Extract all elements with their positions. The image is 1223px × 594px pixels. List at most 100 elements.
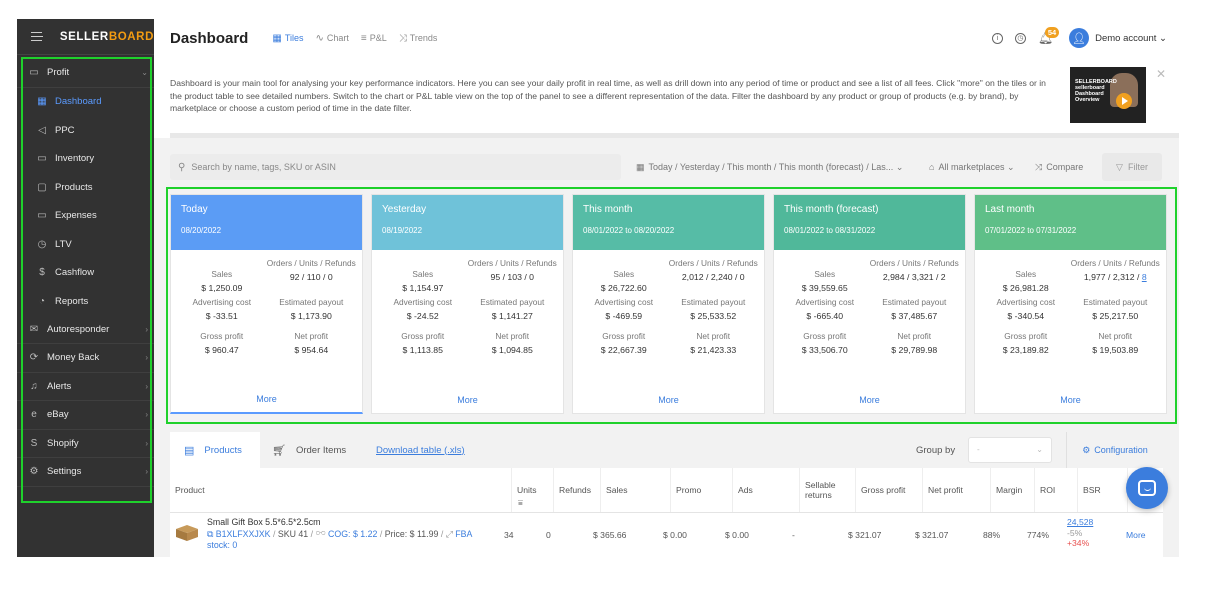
search-input[interactable]: ⚲ Search by name, tags, SKU or ASIN <box>170 154 621 180</box>
info-icon[interactable]: i <box>991 32 1003 44</box>
tab-pl[interactable]: ≡ P&L <box>361 33 387 44</box>
column-header-roi[interactable]: ROI <box>1035 468 1078 512</box>
filter-button[interactable]: ▽ Filter <box>1102 153 1162 181</box>
metric-gross: Gross profit $ 33,506.70 <box>780 331 870 355</box>
metric-label: Gross profit <box>401 331 445 341</box>
tile-more-link[interactable]: More <box>859 395 880 405</box>
marketplace-select[interactable]: ⌂ All marketplaces ⌄ <box>929 161 1015 173</box>
sales-value: $ 26,722.60 <box>600 283 647 293</box>
column-header-product[interactable]: Product <box>170 468 512 512</box>
clock-icon[interactable]: ◷ <box>1014 32 1026 44</box>
sidebar-item-settings[interactable]: ⚙ Settings › <box>17 458 154 487</box>
column-header-sellable-returns[interactable]: Sellable returns <box>800 468 856 512</box>
sidebar-item-expenses[interactable]: ▭ Expenses <box>17 202 154 231</box>
fba-link[interactable]: FBA <box>455 528 473 539</box>
bsr-link[interactable]: 24,528 <box>1067 517 1094 527</box>
play-icon[interactable] <box>1116 93 1132 109</box>
column-label: Refunds <box>559 485 592 495</box>
sidebar-item-ebay[interactable]: e eBay › <box>17 401 154 430</box>
column-header-units[interactable]: Units ⩸ <box>512 468 554 512</box>
column-header-margin[interactable]: Margin <box>991 468 1035 512</box>
metric-gross: Gross profit $ 960.47 <box>177 331 267 355</box>
metric-payout: Estimated payout $ 1,141.27 <box>468 297 558 321</box>
metric-payout: Estimated payout $ 37,485.67 <box>870 297 960 321</box>
tile-period: Today <box>181 204 208 215</box>
video-thumbnail[interactable]: SELLERBOARD sellerboard Dashboard Overview <box>1070 67 1146 123</box>
sidebar-item-products[interactable]: ▢ Products <box>17 173 154 202</box>
top-header: Dashboard ▦ Tiles ∿ Chart ≡ P&L ⤨ Trends i ◷ 🔔︎… <box>154 19 1179 57</box>
sidebar-item-autoresponder[interactable]: ✉ Autoresponder › <box>17 316 154 344</box>
sales-value: $ 39,559.65 <box>801 283 848 293</box>
group-by-select[interactable]: - ⌄ <box>968 437 1052 463</box>
column-header-promo[interactable]: Promo <box>671 468 733 512</box>
hamburger-icon[interactable] <box>31 32 43 41</box>
tab-trends[interactable]: ⤨ Trends <box>399 33 438 44</box>
product-thumbnail[interactable] <box>174 522 200 542</box>
tile-this-month-forecast[interactable]: This month (forecast) 08/01/2022 to 08/31… <box>773 194 966 414</box>
tile-more-link[interactable]: More <box>658 395 679 405</box>
tile-this-month[interactable]: This month 08/01/2022 to 08/20/2022 Sales $… <box>572 194 765 414</box>
clock-icon: ◷ <box>37 238 47 250</box>
tab-chart[interactable]: ∿ Chart <box>315 33 348 44</box>
row-more-link[interactable]: More <box>1126 530 1146 540</box>
cog-link[interactable]: COG: $ 1.22 <box>328 528 378 539</box>
gross-value: $ 960.47 <box>204 345 239 355</box>
date-range-select[interactable]: ▦ Today / Yesterday / This month / This m… <box>636 161 904 173</box>
tile-more-link[interactable]: More <box>457 395 478 405</box>
sidebar-item-profit[interactable]: ▭ Profit ⌄ <box>17 59 154 88</box>
payout-value: $ 1,141.27 <box>491 311 533 321</box>
copy-icon[interactable]: ⧉ <box>207 528 214 539</box>
column-header-gross-profit[interactable]: Gross profit <box>856 468 923 512</box>
tab-tiles[interactable]: ▦ Tiles <box>272 33 303 44</box>
metric-payout: Estimated payout $ 25,217.50 <box>1071 297 1161 321</box>
sidebar-item-shopify[interactable]: S Shopify › <box>17 430 154 458</box>
chat-support-button[interactable] <box>1126 467 1168 509</box>
sidebar-item-cashflow[interactable]: $ Cashflow <box>17 259 154 288</box>
net-value: $ 21,423.33 <box>690 345 737 355</box>
user-avatar-icon[interactable]: 👤︎ <box>1069 28 1090 48</box>
notification-bell-icon[interactable]: 🔔︎ 54 <box>1038 27 1060 45</box>
tile-more-link[interactable]: More <box>256 394 277 404</box>
product-name[interactable]: Small Gift Box 5.5*6.5*2.5cm <box>207 517 321 527</box>
refunds-link[interactable]: 8 <box>1141 272 1147 282</box>
chevron-right-icon: › <box>145 438 148 448</box>
sidebar-item-inventory[interactable]: ▭ Inventory <box>17 145 154 174</box>
column-label: Promo <box>676 485 702 495</box>
sidebar-item-label: Cashflow <box>55 267 95 279</box>
sidebar-item-money-back[interactable]: ⟳ Money Back › <box>17 344 154 373</box>
column-header-ads[interactable]: Ads <box>733 468 800 512</box>
sales-value: $ 26,981.28 <box>1002 283 1049 293</box>
column-header-bsr[interactable]: BSR <box>1078 468 1128 512</box>
sidebar-item-label: Alerts <box>47 380 72 392</box>
sidebar-item-ltv[interactable]: ◷ LTV <box>17 230 154 259</box>
tile-last-month[interactable]: Last month 07/01/2022 to 07/31/2022 Sales $… <box>974 194 1167 414</box>
tile-today[interactable]: Today 08/20/2022 Sales $ 1,250.09 Orders / U… <box>170 194 363 414</box>
compare-button[interactable]: ⤨ Compare <box>1035 161 1084 173</box>
configuration-button[interactable]: ⚙ Configuration <box>1066 432 1163 468</box>
column-header-sales[interactable]: Sales <box>601 468 671 512</box>
download-table-link[interactable]: Download table (.xls) <box>376 444 465 456</box>
tile-more-link[interactable]: More <box>1060 395 1081 405</box>
tile-metrics: Sales $ 39,559.65 Orders / Units / Refunds… <box>774 250 965 355</box>
metric-advertising: Advertising cost $ -33.51 <box>177 297 267 321</box>
sidebar-item-label: Settings <box>47 466 82 478</box>
sidebar-item-alerts[interactable]: ♫ Alerts › <box>17 373 154 401</box>
tab-order-items[interactable]: 🛒︎ Order Items <box>272 444 347 457</box>
close-icon[interactable]: ✕ <box>1156 67 1167 81</box>
column-header-refunds[interactable]: Refunds <box>554 468 601 512</box>
metric-label: Sales <box>211 269 233 279</box>
column-header-net-profit[interactable]: Net profit <box>923 468 991 512</box>
column-label: Sales <box>606 485 628 495</box>
sidebar-item-reports[interactable]: ◔ Reports <box>17 287 154 316</box>
sort-icon[interactable]: ⩸ <box>518 498 523 507</box>
logo[interactable]: SELLERBOARD <box>59 30 154 43</box>
pie-icon: ◔ <box>38 295 46 307</box>
tile-yesterday[interactable]: Yesterday 08/19/2022 Sales $ 1,154.97 Orders… <box>371 194 564 414</box>
sidebar-item-dashboard[interactable]: ▦ Dashboard <box>17 88 154 117</box>
tab-products[interactable]: ▤ Products <box>170 432 260 468</box>
asin-link[interactable]: B1XLFXXJXK <box>215 528 271 539</box>
metric-label: Gross profit <box>803 331 847 341</box>
account-menu[interactable]: Demo account ⌄ <box>1095 32 1167 44</box>
tile-header: Today 08/20/2022 <box>171 195 362 250</box>
sidebar-item-ppc[interactable]: ◁ PPC <box>17 116 154 145</box>
